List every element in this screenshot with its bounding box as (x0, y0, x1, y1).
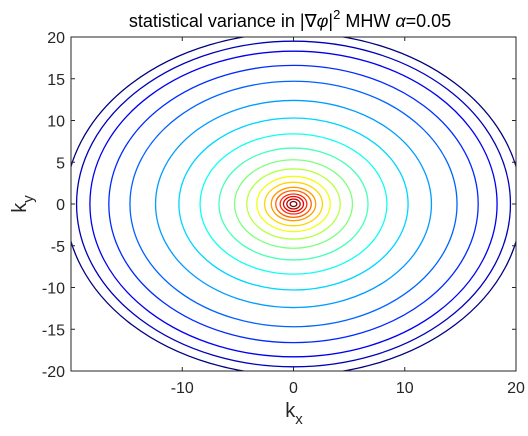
y-tick-label: -5 (51, 239, 65, 256)
contour-line (233, 159, 354, 249)
contour-line (199, 133, 388, 275)
contour-line (178, 117, 409, 291)
x-axis-ticks: -10 0 10 20 (171, 37, 525, 397)
x-tick-label: -10 (171, 380, 194, 397)
contour-line (256, 175, 331, 233)
y-tick-label: 5 (56, 155, 65, 172)
plot-area (71, 37, 516, 371)
y-tick-label: -10 (42, 281, 65, 298)
x-tick-label: 0 (289, 380, 298, 397)
contour-line (129, 80, 458, 328)
y-tick-label: 0 (56, 197, 65, 214)
y-axis-label: ky (9, 195, 37, 213)
x-tick-label: 20 (507, 380, 525, 397)
contour-line (218, 147, 369, 261)
y-tick-label: -15 (42, 322, 65, 339)
y-axis-ticks: 20 15 10 5 0 -5 -10 -15 -20 (42, 30, 516, 381)
x-axis-label: kx (285, 400, 303, 428)
chart-title: statistical variance in |∇φ|2 MHW α=0.05 (129, 7, 451, 31)
contour-line (108, 64, 479, 344)
contour-line (154, 99, 433, 309)
contour-line (282, 195, 305, 213)
y-tick-label: 20 (47, 30, 65, 47)
contour-line (263, 181, 324, 227)
contour-line (275, 189, 312, 219)
contour-line (286, 198, 301, 210)
x-tick-label: 10 (396, 380, 414, 397)
contour-line (246, 168, 341, 240)
contour-line (279, 193, 308, 215)
y-tick-label: 15 (47, 72, 65, 89)
contour-line (289, 200, 298, 208)
contour-line (75, 40, 512, 368)
contour-line (270, 186, 317, 222)
y-tick-label: 10 (47, 114, 65, 131)
y-tick-label: -20 (42, 364, 65, 381)
contour-line (89, 50, 498, 358)
contour-lines (71, 37, 516, 371)
